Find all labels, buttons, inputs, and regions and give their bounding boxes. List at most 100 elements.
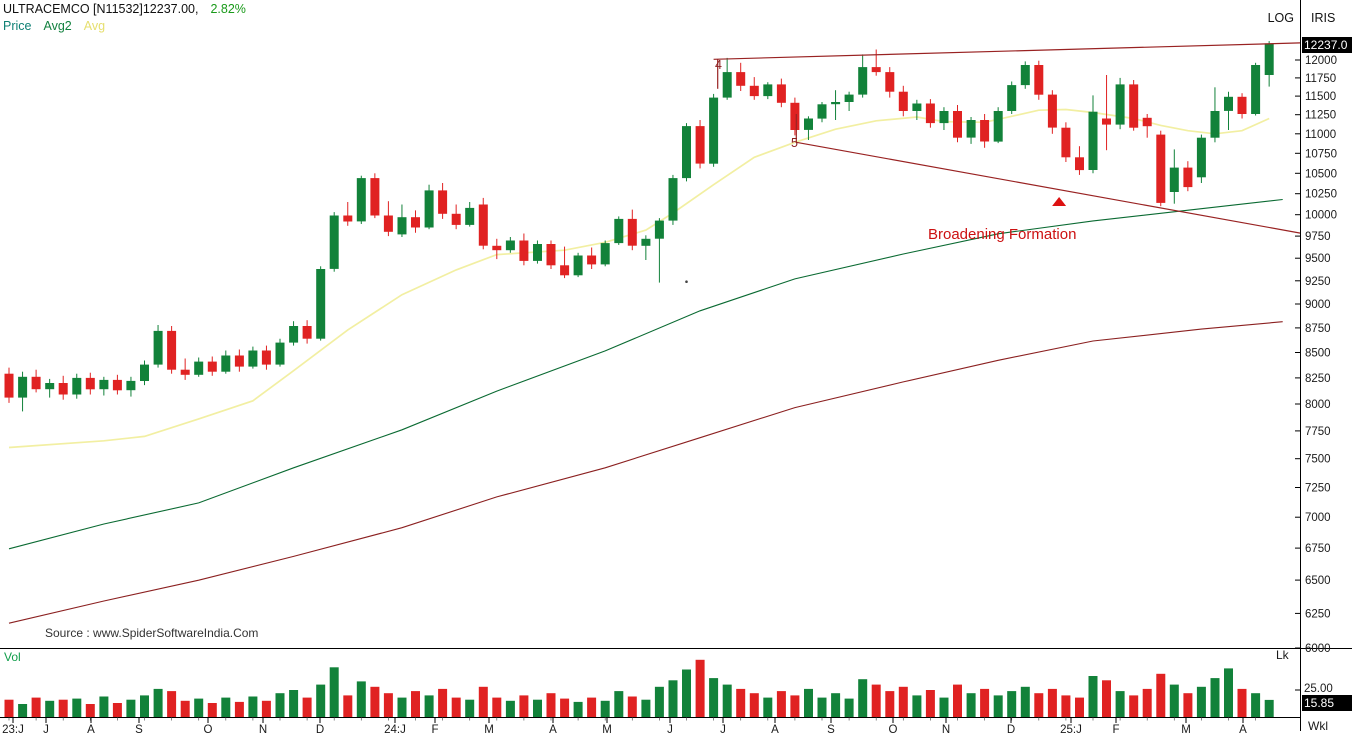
- volume-bar: [1047, 688, 1057, 717]
- candle-body: [234, 355, 244, 367]
- candle-body: [1061, 127, 1071, 158]
- candle-body: [424, 190, 434, 228]
- price-tick-label: 9000: [1305, 299, 1331, 311]
- date-tick-label: A: [87, 724, 95, 736]
- volume-bar: [776, 691, 786, 717]
- volume-bar: [167, 691, 177, 717]
- price-tick-label: 7750: [1305, 426, 1331, 438]
- volume-bar: [18, 704, 28, 717]
- candle-body: [478, 204, 488, 246]
- point5-annotation: 5: [791, 136, 798, 150]
- volume-bar: [343, 695, 353, 717]
- candle-body: [533, 244, 542, 261]
- candle-body: [4, 373, 14, 398]
- candle-body: [587, 255, 597, 265]
- volume-bar: [641, 699, 651, 717]
- volume-bar: [1061, 695, 1071, 717]
- volume-bar: [533, 699, 542, 717]
- volume-bar: [1088, 676, 1098, 717]
- volume-bar: [966, 693, 976, 717]
- candle-body: [1020, 65, 1030, 86]
- candle-body: [573, 255, 583, 276]
- volume-bar: [112, 703, 122, 717]
- candle-body: [600, 243, 610, 265]
- candle-body: [18, 376, 28, 398]
- date-tick-label: 23:J: [2, 724, 24, 736]
- price-tick-label: 11750: [1305, 73, 1336, 85]
- date-tick-label: N: [259, 724, 267, 736]
- volume-bar: [980, 688, 990, 717]
- date-tick-label: J: [43, 724, 49, 736]
- date-tick-label: J: [667, 724, 673, 736]
- scale-mode-label[interactable]: LOG: [1267, 11, 1294, 25]
- volume-bar: [831, 693, 841, 717]
- price-tick-label: 12000: [1305, 55, 1337, 67]
- candle-body: [1196, 137, 1206, 178]
- candle-body: [275, 342, 285, 365]
- trendline-upper: [713, 42, 1301, 60]
- price-tick-label: 11000: [1305, 129, 1336, 141]
- price-tick-label: 8750: [1305, 323, 1331, 335]
- trendline-lower: [796, 141, 1301, 234]
- price-tick-label: 7250: [1305, 483, 1331, 495]
- candle-body: [736, 72, 746, 86]
- candle-body: [749, 85, 759, 97]
- date-tick-label: N: [942, 724, 950, 736]
- avg-short-line: [8, 108, 1270, 449]
- volume-bar: [898, 686, 908, 717]
- price-tick-label: 6000: [1305, 643, 1331, 655]
- timeframe-label[interactable]: Wkl: [1308, 719, 1328, 733]
- candle-body: [1007, 85, 1017, 111]
- candle-body: [289, 326, 299, 343]
- volume-bar: [912, 695, 922, 717]
- volume-bar: [289, 690, 299, 717]
- candle-body: [302, 326, 312, 339]
- volume-bar: [695, 659, 705, 717]
- candle-body: [925, 103, 935, 124]
- volume-tick-label: 25.00: [1304, 683, 1333, 695]
- candle-body: [72, 377, 82, 395]
- volume-bar: [709, 678, 719, 717]
- candle-body: [383, 215, 393, 232]
- legend-avg[interactable]: Avg: [83, 19, 106, 33]
- volume-bar: [587, 697, 597, 717]
- volume-bar: [939, 697, 949, 717]
- candle-body: [519, 240, 529, 261]
- volume-bar: [1129, 695, 1139, 717]
- volume-bar: [72, 698, 82, 717]
- volume-bar: [99, 696, 109, 717]
- candle-body: [465, 207, 475, 225]
- volume-unit-label: Lk: [1276, 648, 1289, 662]
- candle-body: [126, 380, 136, 391]
- volume-bar: [1264, 699, 1274, 717]
- candle-body: [654, 220, 664, 239]
- candle-body: [722, 72, 732, 98]
- price-tick-label: 9500: [1305, 253, 1331, 265]
- volume-bar: [763, 697, 773, 717]
- candle-body: [790, 102, 800, 130]
- volume-bar: [58, 699, 68, 717]
- candle-body: [695, 126, 705, 164]
- legend-avg2[interactable]: Avg2: [43, 19, 72, 33]
- candle-body: [180, 369, 190, 375]
- candle-body: [1129, 84, 1139, 128]
- date-tick-label: D: [1007, 724, 1015, 736]
- candle-body: [1156, 134, 1166, 203]
- candle-body: [505, 240, 515, 251]
- legend-price[interactable]: Price: [3, 19, 32, 33]
- candle-body: [1183, 167, 1193, 188]
- date-tick-label: A: [771, 724, 779, 736]
- volume-bar: [31, 697, 41, 717]
- price-tick-label: 10750: [1305, 148, 1337, 160]
- volume-bar: [4, 699, 14, 717]
- candle-body: [221, 355, 231, 372]
- volume-bar: [153, 688, 163, 717]
- date-tick-label: A: [1239, 724, 1247, 736]
- price-tick-label: 10000: [1305, 210, 1337, 222]
- candle-body: [898, 91, 908, 111]
- volume-bar: [546, 693, 556, 717]
- date-tick-label: 25:J: [1060, 724, 1082, 736]
- date-tick-label: F: [1112, 724, 1119, 736]
- volume-bar: [45, 700, 55, 717]
